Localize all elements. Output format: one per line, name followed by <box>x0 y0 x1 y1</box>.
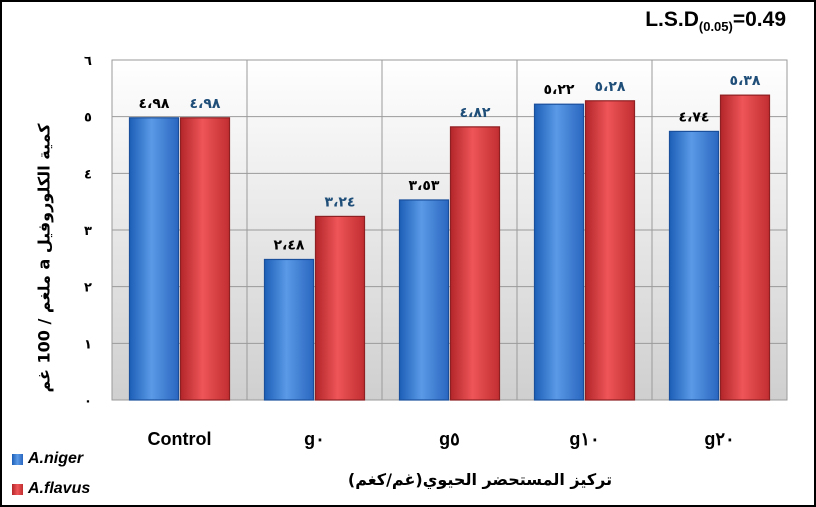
x-tick-label: Control <box>148 429 212 449</box>
bar-flavus <box>584 100 636 401</box>
data-label-niger: ٥،٢٢ <box>544 82 575 98</box>
lsd-main: L.S.D <box>645 8 699 31</box>
data-labels: ٤،٩٨ ٤،٩٨ ٢،٤٨ ٣،٢٤ ٣،٥٣ ٤،٨٢ ٥،٢٢ ٥،٢٨ ٤،٧٤ ٥،٣٨ <box>139 73 761 253</box>
data-label-niger: ٤،٩٨ <box>139 96 170 112</box>
data-label-niger: ٢،٤٨ <box>274 237 305 253</box>
lsd-sub: (0.05) <box>698 19 733 35</box>
y-tick-label: ٠ <box>84 394 92 409</box>
data-label-flavus: ٣،٢٤ <box>325 194 356 210</box>
lsd-annotation: L.S.D(0.05)=0.49 <box>645 8 786 34</box>
lsd-value: =0.49 <box>732 8 786 31</box>
y-tick-label: ٢ <box>84 281 92 296</box>
legend-swatch-niger <box>12 453 23 465</box>
legend-item-flavus: A.flavus <box>12 474 90 504</box>
bar-flavus <box>719 94 771 401</box>
y-tick-label: ٦ <box>84 54 92 69</box>
bar-niger <box>263 258 315 401</box>
bar-flavus <box>449 126 501 401</box>
legend-label-niger: A.niger <box>28 450 84 467</box>
bar-niger <box>128 117 180 401</box>
legend-label-flavus: A.flavus <box>28 480 91 497</box>
bar-niger <box>533 103 585 401</box>
x-axis-ticks: Control g٠ g٥ g١٠ g٢٠ <box>148 429 735 449</box>
bars <box>128 94 771 401</box>
x-tick-label: g٠ <box>304 429 325 449</box>
x-tick-label: g٥ <box>439 429 460 449</box>
x-tick-label: g٢٠ <box>704 429 734 449</box>
data-label-flavus: ٥،٣٨ <box>730 73 761 89</box>
data-label-niger: ٣،٥٣ <box>409 178 440 194</box>
bar-niger <box>668 130 720 401</box>
y-tick-label: ١ <box>84 337 92 352</box>
legend: A.niger A.flavus <box>12 444 90 504</box>
y-axis-label: كمية الكلوروفيل a ملغم / 100 غم <box>34 123 54 393</box>
legend-item-niger: A.niger <box>12 444 90 474</box>
data-label-flavus: ٤،٩٨ <box>190 96 221 112</box>
data-label-niger: ٤،٧٤ <box>679 109 710 125</box>
y-tick-label: ٥ <box>84 111 92 126</box>
x-tick-label: g١٠ <box>569 429 599 449</box>
data-label-flavus: ٥،٢٨ <box>595 79 626 95</box>
bar-niger <box>398 199 450 401</box>
data-label-flavus: ٤،٨٢ <box>460 105 491 121</box>
x-axis-label: تركيز المستحضر الحيوي(غم/كغم) <box>347 470 613 489</box>
bar-flavus <box>179 117 231 401</box>
y-axis-ticks: ٠ ١ ٢ ٣ ٤ ٥ ٦ <box>84 54 92 409</box>
y-tick-label: ٤ <box>84 167 92 182</box>
y-tick-label: ٣ <box>84 224 92 239</box>
legend-swatch-flavus <box>12 483 23 495</box>
bar-flavus <box>314 215 366 401</box>
